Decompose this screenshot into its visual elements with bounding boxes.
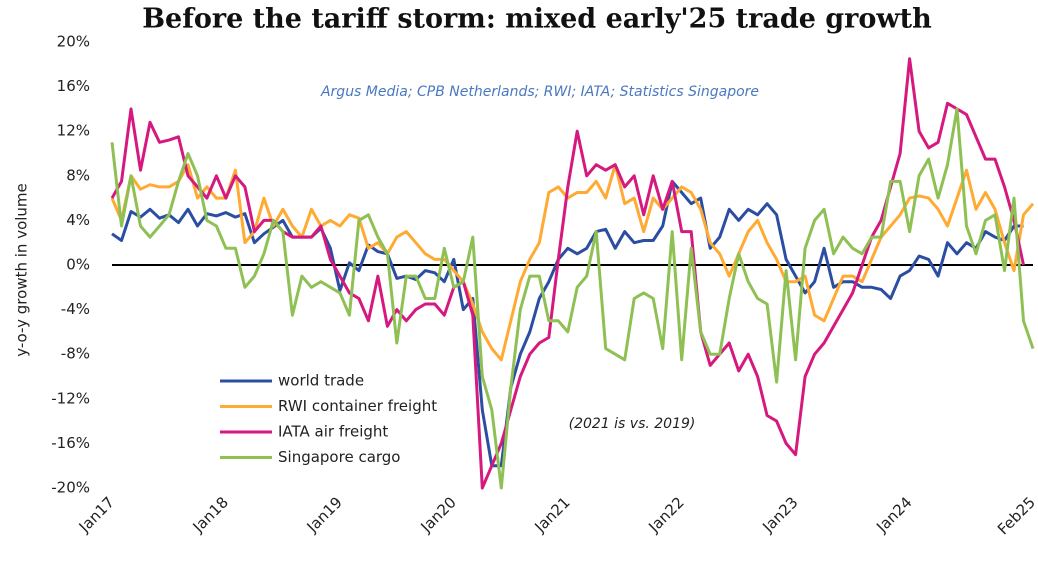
y-tick-label: 16% xyxy=(57,77,90,95)
x-tick-label: Feb25 xyxy=(994,493,1038,538)
legend-label: RWI container freight xyxy=(278,397,437,415)
x-tick-label: Jan17 xyxy=(75,493,118,536)
annotation: (2021 is vs. 2019) xyxy=(569,416,696,432)
x-tick-label: Jan19 xyxy=(303,493,346,536)
y-tick-label: -4% xyxy=(61,300,90,318)
y-tick-label: -20% xyxy=(51,479,90,497)
y-tick-label: 0% xyxy=(66,256,90,274)
y-tick-label: -16% xyxy=(51,434,90,452)
chart-title: Before the tariff storm: mixed early'25 … xyxy=(142,4,932,35)
x-tick-label: Jan21 xyxy=(530,493,573,536)
x-tick-label: Jan23 xyxy=(758,493,801,536)
y-tick-label: 20% xyxy=(57,33,90,51)
x-tick-label: Jan22 xyxy=(644,493,687,536)
legend-label: IATA air freight xyxy=(278,423,388,441)
x-tick-label: Jan20 xyxy=(417,493,460,536)
series-line xyxy=(110,107,1035,490)
legend-label: Singapore cargo xyxy=(278,448,400,466)
y-tick-label: 4% xyxy=(66,211,90,229)
y-tick-label: -8% xyxy=(61,345,90,363)
source: Argus Media; CPB Netherlands; RWI; IATA;… xyxy=(320,84,759,100)
series-line xyxy=(111,179,1024,468)
y-axis-label: y-o-y growth in volume xyxy=(13,183,31,357)
y-tick-label: -12% xyxy=(51,389,90,407)
y-tick-label: 12% xyxy=(57,122,90,140)
series-line xyxy=(110,163,1035,362)
x-tick-label: Jan24 xyxy=(872,493,915,536)
y-tick-label: 8% xyxy=(66,166,90,184)
x-tick-label: Jan18 xyxy=(189,493,232,536)
legend-label: world trade xyxy=(278,372,364,390)
